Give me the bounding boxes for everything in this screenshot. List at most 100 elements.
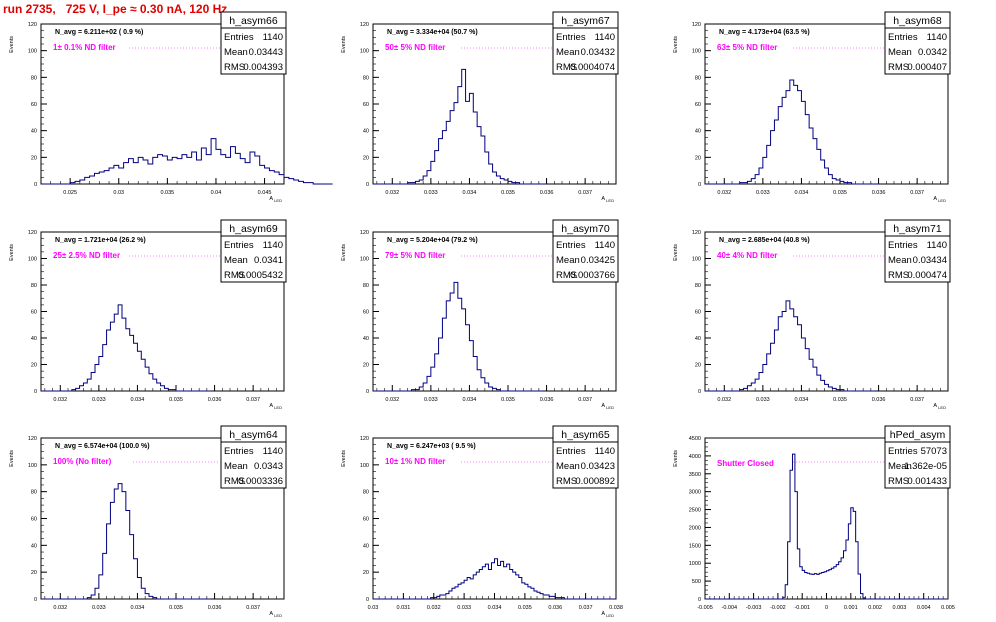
histogram-bin [812, 574, 814, 599]
x-tick-label: 0.035 [833, 190, 847, 196]
y-tick-label: 120 [692, 22, 701, 28]
histogram-bin [819, 573, 821, 599]
histogram-bin [294, 180, 299, 184]
x-tick-label: 0.032 [427, 605, 441, 611]
panel-h-asym68: 0 20 40 60 80 100 120 0.032 0.033 0.034 0.035 0.036… [673, 11, 951, 203]
x-tick-label: 0.035 [169, 397, 183, 403]
histogram-bin [128, 159, 133, 184]
stats-mean-value: 1.362e-05 [904, 461, 947, 472]
annotation-label: Shutter Closed [717, 459, 774, 468]
histogram-bin [109, 168, 114, 184]
x-axis-label: A LED [601, 611, 614, 618]
x-tick-label: 0.036 [208, 397, 222, 403]
navg-label: N_avg = 4.173e+04 (63.5 %) [719, 29, 810, 36]
histogram-bin [231, 147, 236, 184]
histogram-bin [489, 387, 493, 391]
y-tick-label: 20 [363, 363, 369, 369]
histogram-bin [143, 160, 148, 184]
stats-entries-label: Entries [224, 32, 254, 43]
histogram-bin [289, 179, 294, 184]
stats-entries-label: Entries [888, 32, 918, 43]
y-tick-label: 40 [31, 336, 37, 342]
histogram-bin [119, 168, 124, 184]
histogram-bin [479, 569, 482, 599]
stats-entries-value: 57073 [921, 446, 947, 457]
x-tick-label: 0.036 [540, 397, 554, 403]
stats-mean-value: 0.03434 [913, 255, 947, 266]
stats-rms-label: RMS [224, 270, 245, 281]
navg-label: N_avg = 3.334e+04 (50.7 %) [387, 29, 478, 36]
histogram-bin [133, 163, 138, 184]
histogram-bin [153, 157, 158, 184]
stats-box [552, 11, 619, 75]
x-tick-label: 0.037 [910, 190, 924, 196]
y-tick-label: 120 [692, 230, 701, 236]
stats-mean-label: Mean [888, 255, 912, 266]
stats-rms-label: RMS [556, 62, 577, 73]
histogram-bin [759, 372, 763, 391]
histogram-bin [462, 69, 466, 184]
x-tick-label: 0.035 [501, 190, 515, 196]
histogram-bin [462, 309, 466, 391]
x-axis-label-subscript: LED [605, 613, 614, 618]
histogram-name: h_asym66 [229, 15, 278, 27]
x-tick-label: 0.036 [208, 605, 222, 611]
histogram-line [705, 453, 948, 600]
y-tick-label: 20 [31, 363, 37, 369]
y-tick-label: 100 [28, 463, 37, 469]
y-tick-label: 1000 [689, 561, 701, 567]
histogram-bin [419, 180, 423, 184]
histogram-bin [137, 578, 141, 599]
histogram-bin [771, 343, 775, 391]
histogram-bin [493, 172, 497, 184]
histogram-bin [454, 282, 458, 391]
histogram-bin [274, 172, 279, 184]
y-tick-label: 100 [360, 49, 369, 55]
histogram-bin [122, 318, 126, 391]
histogram-bin [91, 595, 95, 599]
stats-rms-label: RMS [888, 62, 909, 73]
histogram-line [41, 138, 333, 185]
y-tick-label: 0 [698, 597, 701, 603]
histogram-name: h_asym71 [893, 223, 942, 235]
histogram-bin [516, 575, 519, 599]
histogram-bin [211, 139, 216, 184]
histogram-bin [829, 570, 831, 599]
x-axis-label: A LED [933, 403, 946, 410]
x-tick-label: 0.034 [463, 190, 477, 196]
stats-mean-value: 0.0343 [254, 461, 283, 472]
y-tick-label: 100 [28, 257, 37, 263]
stats-mean-value: 0.0341 [254, 255, 283, 266]
histogram-bin [148, 164, 153, 184]
histogram-bin [543, 595, 546, 599]
histogram-bin [782, 97, 786, 184]
x-axis-label-subscript: LED [937, 198, 946, 203]
x-tick-label: 0.033 [756, 397, 770, 403]
histogram-bin [94, 173, 99, 184]
histogram-bin [99, 172, 104, 184]
histogram-bin [821, 380, 825, 391]
histogram-bin [446, 301, 450, 391]
y-tick-label: 500 [692, 579, 701, 585]
x-tick-label: 0.035 [833, 397, 847, 403]
histogram-bin [488, 569, 491, 599]
y-tick-label: 40 [31, 543, 37, 549]
stats-entries-label: Entries [224, 240, 254, 251]
histogram-bin [95, 365, 99, 392]
histogram-bin [454, 103, 458, 184]
y-tick-label: 120 [28, 436, 37, 442]
stats-entries-value: 1140 [595, 446, 615, 457]
navg-label: N_avg = 1.721e+04 (26.2 %) [55, 237, 146, 244]
annotation-label: 79± 5% ND filter [385, 251, 445, 260]
histogram-bin [80, 180, 85, 184]
histogram-bin [466, 325, 470, 391]
histogram-bin [751, 383, 755, 391]
stats-entries-value: 1140 [927, 32, 947, 43]
stats-mean-label: Mean [888, 47, 912, 58]
y-axis-label: Events [673, 244, 679, 261]
histogram-bin [828, 175, 832, 184]
x-tick-label: 0.034 [795, 190, 809, 196]
y-tick-label: 120 [360, 230, 369, 236]
x-tick-label: 0.037 [246, 605, 260, 611]
histogram-bin [107, 524, 111, 599]
